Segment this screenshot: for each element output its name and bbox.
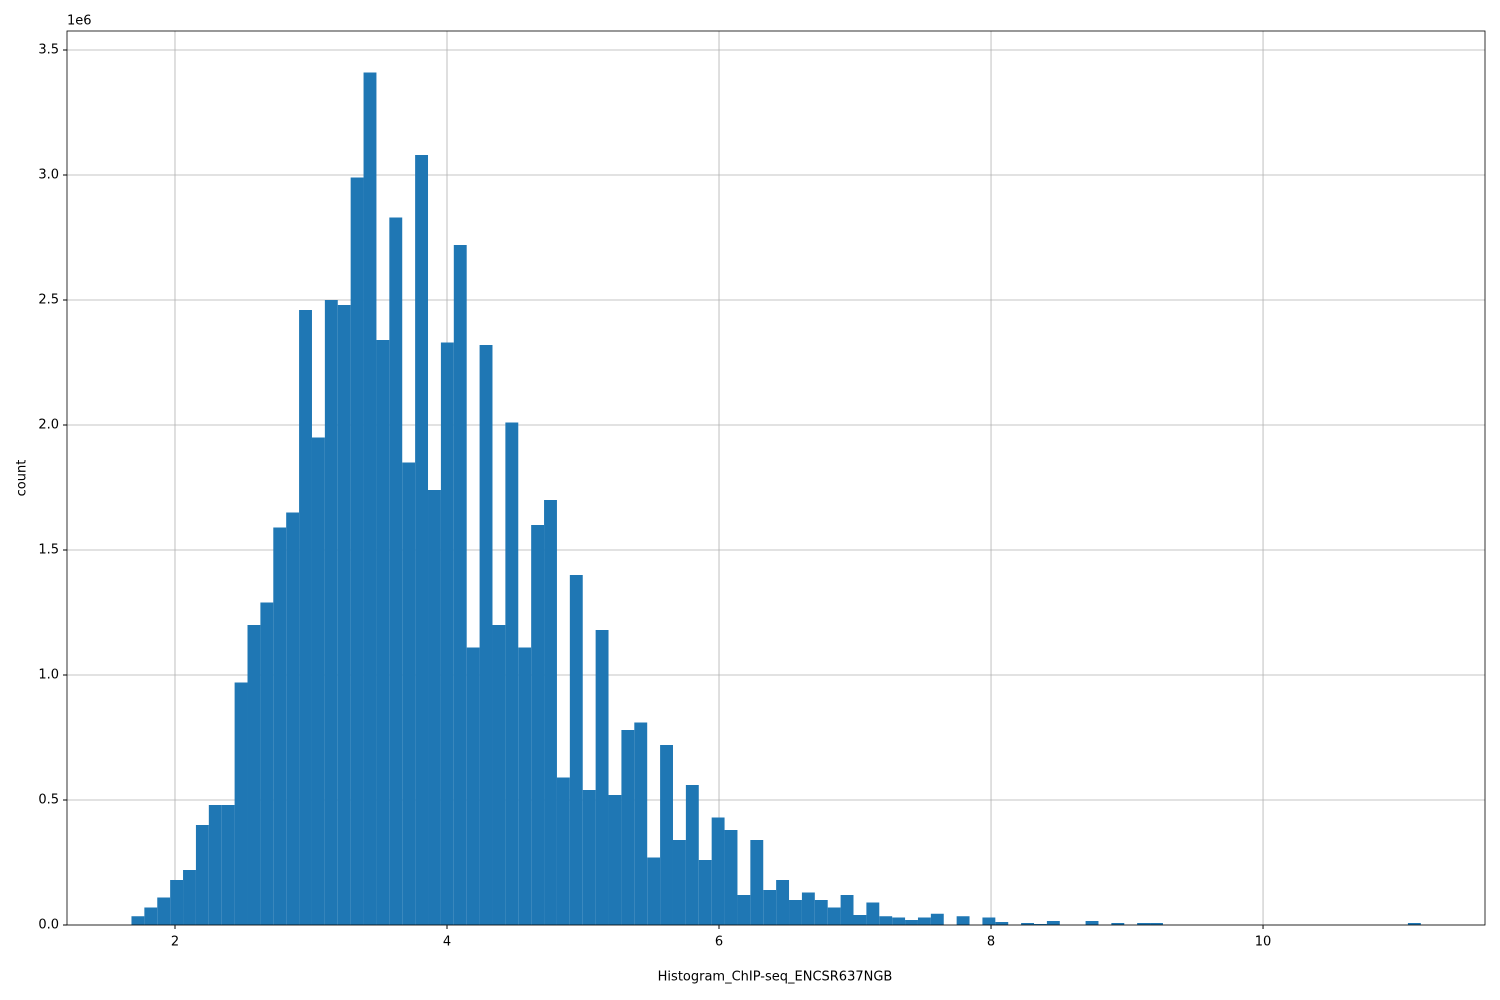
bar <box>376 340 390 925</box>
bar <box>1137 923 1151 925</box>
bar <box>273 527 287 925</box>
bar <box>363 72 377 925</box>
bar <box>724 830 738 925</box>
bar <box>183 870 196 925</box>
bar <box>1111 923 1125 925</box>
y-tick-label: 2.0 <box>38 418 59 433</box>
bar <box>905 920 918 925</box>
bar <box>1046 921 1060 925</box>
bar <box>1034 924 1047 925</box>
bar <box>299 310 312 925</box>
y-tick-label: 3.0 <box>38 168 59 183</box>
bar <box>866 902 880 925</box>
axes-frame <box>66 30 1486 926</box>
bar <box>789 900 802 925</box>
x-tick-label: 2 <box>171 935 179 950</box>
y-tick-label: 0.5 <box>38 793 59 808</box>
bar <box>982 917 996 925</box>
x-tick-label: 8 <box>987 935 995 950</box>
bar <box>582 790 596 925</box>
bar <box>1021 923 1035 925</box>
y-tick-label: 0.0 <box>38 918 59 933</box>
bar <box>247 625 261 925</box>
bar <box>144 907 158 925</box>
x-axis-label: Histogram_ChIP-seq_ENCSR637NGB <box>658 970 893 985</box>
bar <box>956 916 970 925</box>
x-tick-label: 10 <box>1255 935 1272 950</box>
bar <box>879 916 893 925</box>
bar <box>402 462 416 925</box>
bar <box>621 730 635 925</box>
bar <box>505 422 519 925</box>
bar <box>337 305 351 925</box>
bar <box>737 895 751 925</box>
bar <box>801 892 815 925</box>
bar <box>595 630 609 925</box>
bar <box>685 785 699 925</box>
bar <box>311 437 325 925</box>
bar <box>440 342 454 925</box>
y-axis-label: count <box>15 460 30 497</box>
bar <box>479 345 493 925</box>
bar <box>389 217 403 925</box>
bar <box>428 490 441 925</box>
bar <box>660 745 673 925</box>
bar <box>827 907 841 925</box>
bar <box>1085 921 1099 925</box>
bar <box>892 917 906 925</box>
y-offset-label: 1e6 <box>67 14 92 29</box>
bar <box>453 245 467 925</box>
bar <box>917 917 931 925</box>
y-tick-label: 3.5 <box>38 43 59 58</box>
bar <box>157 897 171 925</box>
bar <box>634 722 648 925</box>
bar <box>840 895 854 925</box>
bar <box>647 857 661 925</box>
bar <box>750 840 764 925</box>
bar <box>492 625 506 925</box>
bar <box>814 900 828 925</box>
bar <box>763 890 777 925</box>
bar <box>286 512 300 925</box>
bar <box>415 155 429 925</box>
bar <box>324 300 338 925</box>
bar <box>608 795 622 925</box>
bar <box>350 177 364 925</box>
bar <box>260 602 274 925</box>
x-tick-label: 6 <box>715 935 723 950</box>
bar <box>518 647 532 925</box>
bar <box>234 682 248 925</box>
bar <box>853 915 867 925</box>
bar <box>698 860 712 925</box>
bar <box>930 913 944 925</box>
bar <box>208 805 222 925</box>
x-tick-label: 4 <box>443 935 451 950</box>
bar <box>131 916 145 925</box>
bar <box>711 817 725 925</box>
bar <box>1407 923 1421 925</box>
bar <box>776 880 790 925</box>
bar <box>195 825 209 925</box>
bar <box>672 840 686 925</box>
y-tick-label: 2.5 <box>38 293 59 308</box>
y-tick-label: 1.5 <box>38 543 59 558</box>
bar <box>466 647 480 925</box>
bar <box>995 922 1009 925</box>
bar <box>556 777 570 925</box>
bar <box>544 500 557 925</box>
bar <box>1150 923 1163 925</box>
bar <box>221 805 235 925</box>
y-tick-label: 1.0 <box>38 668 59 683</box>
bar <box>569 575 583 925</box>
bar <box>531 525 545 925</box>
bar <box>170 880 184 925</box>
